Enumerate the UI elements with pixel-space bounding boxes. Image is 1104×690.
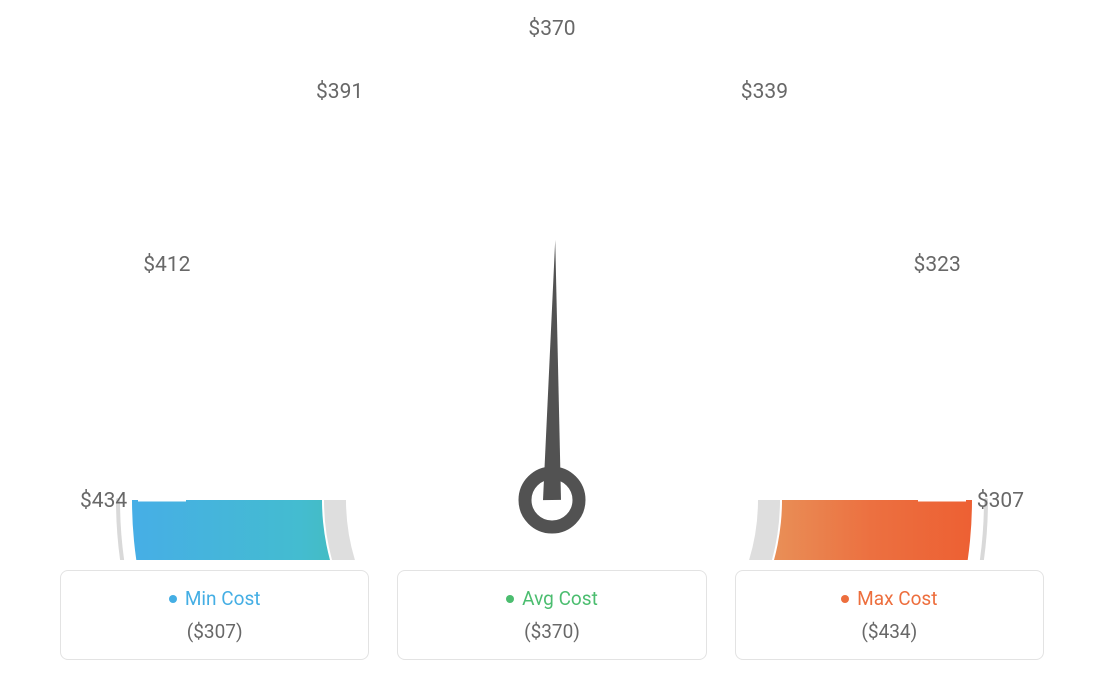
legend-value-max: ($434) [746,620,1033,643]
legend-title-max-text: Max Cost [857,587,937,610]
legend-title-min-text: Min Cost [185,587,261,610]
legend-card-avg: Avg Cost ($370) [397,570,706,660]
legend-dot-max [841,595,849,603]
gauge-svg: $307 $323 $339 $370 $391 $412 $434 [0,0,1104,560]
legend-card-max: Max Cost ($434) [735,570,1044,660]
legend-title-avg: Avg Cost [506,587,598,610]
gauge-chart: $307 $323 $339 $370 $391 $412 $434 [0,0,1104,560]
legend-dot-avg [506,595,514,603]
legend-title-avg-text: Avg Cost [522,587,598,610]
legend-row: Min Cost ($307) Avg Cost ($370) Max Cost… [0,570,1104,660]
legend-value-avg: ($370) [408,620,695,643]
legend-title-max: Max Cost [841,587,937,610]
legend-title-min: Min Cost [169,587,261,610]
svg-text:$323: $323 [914,253,961,277]
svg-text:$339: $339 [741,80,788,104]
legend-card-min: Min Cost ($307) [60,570,369,660]
svg-text:$434: $434 [80,489,127,513]
svg-text:$412: $412 [143,253,190,277]
legend-dot-min [169,595,177,603]
svg-text:$391: $391 [316,80,363,104]
svg-text:$307: $307 [977,489,1024,513]
legend-value-min: ($307) [71,620,358,643]
svg-text:$370: $370 [528,17,575,41]
